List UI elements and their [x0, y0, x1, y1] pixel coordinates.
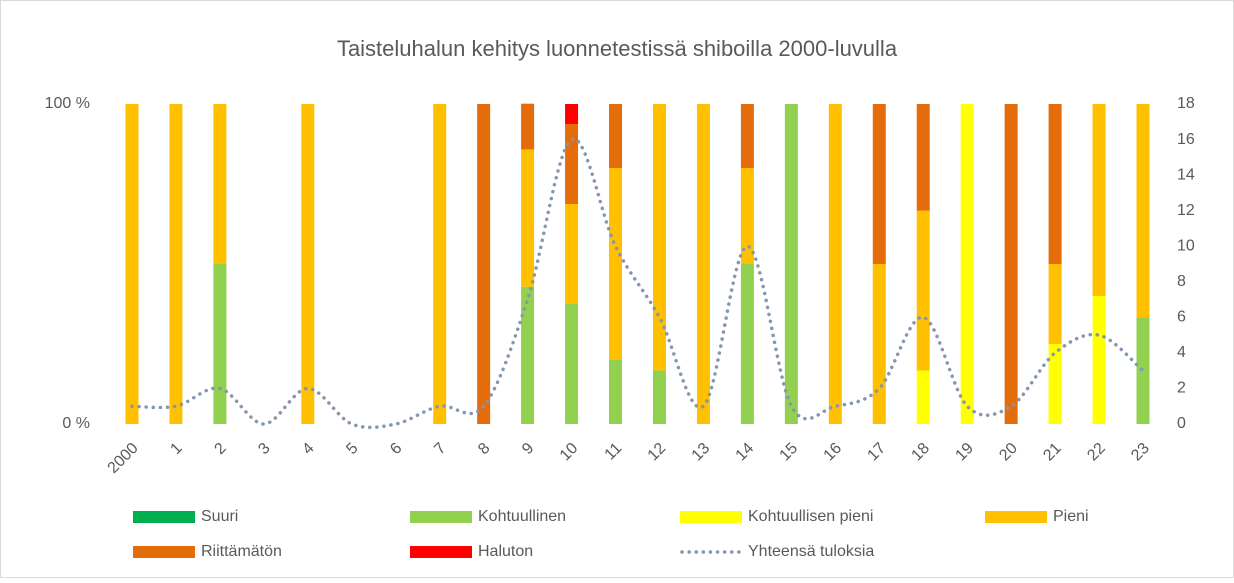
- bar-segment: [477, 104, 491, 424]
- bar-segment: [652, 104, 666, 371]
- bar-segment: [652, 370, 666, 424]
- bar-segment: [125, 104, 139, 424]
- bar-segment: [301, 104, 315, 424]
- bar-segment: [213, 104, 227, 264]
- bar-segment: [565, 104, 579, 124]
- bar-segment: [609, 360, 623, 424]
- bar-segment: [565, 304, 579, 424]
- bar-segment: [609, 168, 623, 360]
- y2-tick-label: 0: [1177, 415, 1186, 432]
- bar-segment: [784, 104, 798, 424]
- legend-swatch: [985, 511, 1047, 523]
- bar-segment: [960, 104, 974, 424]
- bar-segment: [696, 104, 710, 424]
- bar-segment: [1092, 104, 1106, 296]
- bar-segment: [521, 103, 535, 150]
- bar-segment: [521, 149, 535, 287]
- y2-tick-label: 4: [1177, 344, 1186, 361]
- y2-tick-label: 6: [1177, 309, 1186, 326]
- bar-segment: [609, 104, 623, 168]
- bar-segment: [916, 104, 930, 211]
- bar-segment: [1136, 104, 1150, 318]
- legend-label: Suuri: [201, 508, 238, 525]
- bar-segment: [1048, 264, 1062, 344]
- y2-tick-label: 8: [1177, 273, 1186, 290]
- bar-segment: [872, 264, 886, 424]
- legend-label: Riittämätön: [201, 543, 282, 560]
- legend-swatch: [410, 546, 472, 558]
- bar-segment: [1048, 104, 1062, 264]
- y2-tick-label: 10: [1177, 237, 1195, 254]
- bar-segment: [740, 104, 754, 168]
- y-tick-label: 0 %: [62, 415, 90, 432]
- total-line: [130, 137, 1145, 430]
- bar-segment: [872, 104, 886, 264]
- bar-segment: [916, 210, 930, 371]
- bar-segment: [521, 286, 535, 424]
- y2-tick-label: 12: [1177, 202, 1195, 219]
- bar-segment: [1092, 296, 1106, 424]
- bar-segment: [565, 124, 579, 204]
- bar-segment: [565, 204, 579, 304]
- bar-segment: [740, 264, 754, 424]
- legend-label: Kohtuullisen pieni: [748, 508, 873, 525]
- legend-label: Pieni: [1053, 508, 1089, 525]
- bar-segment: [740, 168, 754, 264]
- legend-label: Kohtuullinen: [478, 508, 566, 525]
- chart-title: Taisteluhalun kehitys luonnetestissä shi…: [337, 36, 898, 61]
- y2-tick-label: 18: [1177, 95, 1195, 112]
- bar-segment: [169, 104, 183, 424]
- legend-label: Haluton: [478, 543, 533, 560]
- bar-segment: [213, 264, 227, 424]
- legend-swatch: [410, 511, 472, 523]
- legend-label: Yhteensä tuloksia: [748, 543, 874, 560]
- bar-segment: [828, 104, 842, 424]
- y2-tick-label: 16: [1177, 131, 1195, 148]
- y2-tick-label: 14: [1177, 166, 1195, 183]
- y-tick-label: 100 %: [45, 95, 90, 112]
- bar-segment: [1048, 344, 1062, 424]
- bar-segment: [1004, 104, 1018, 424]
- legend-swatch: [680, 511, 742, 523]
- y2-tick-label: 2: [1177, 380, 1186, 397]
- legend-swatch: [133, 511, 195, 523]
- legend-swatch: [133, 546, 195, 558]
- bar-segment: [433, 104, 447, 424]
- bar-segment: [916, 370, 930, 424]
